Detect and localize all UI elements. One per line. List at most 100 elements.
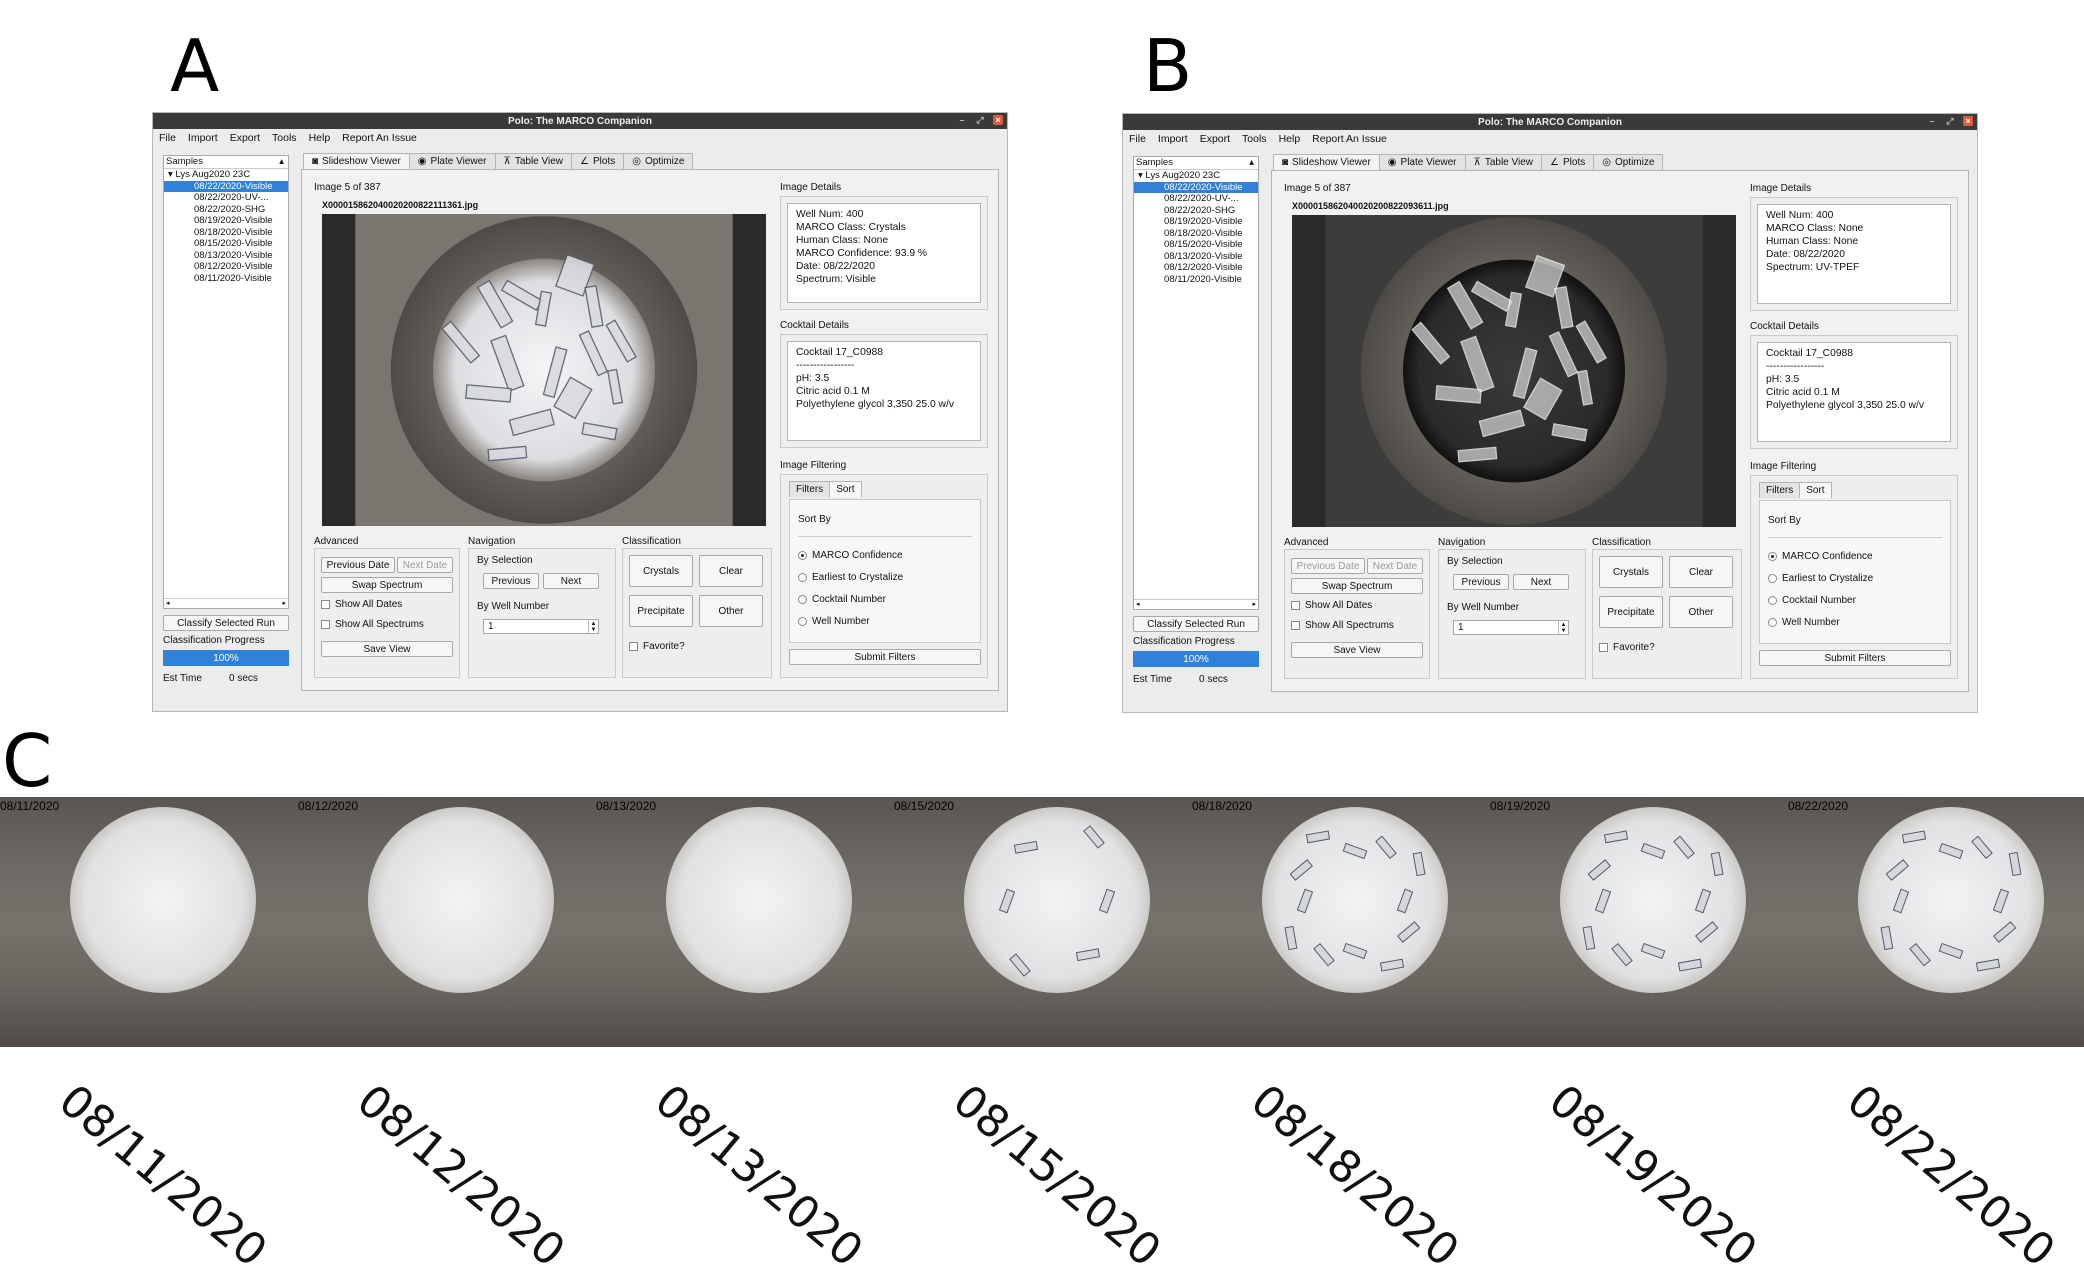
menu-import[interactable]: Import xyxy=(1157,133,1188,145)
save-view-button[interactable]: Save View xyxy=(321,641,453,657)
well-image[interactable] xyxy=(322,214,766,526)
sort-option[interactable]: Well Number xyxy=(798,616,870,627)
well-number-spinbox[interactable]: 1 ▲ ▼ xyxy=(483,619,599,634)
sort-option[interactable]: MARCO Confidence xyxy=(798,550,903,561)
submit-filters-button[interactable]: Submit Filters xyxy=(1759,650,1951,666)
spin-down-icon[interactable]: ▼ xyxy=(1560,627,1567,634)
menu-report-an-issue[interactable]: Report An Issue xyxy=(342,132,417,144)
tree-run-node[interactable]: ▾ Lys Aug2020 23C xyxy=(1138,170,1221,181)
menu-export[interactable]: Export xyxy=(1199,133,1231,145)
filter-tab-filters[interactable]: Filters xyxy=(789,481,831,497)
filter-tab-sort[interactable]: Sort xyxy=(1799,482,1832,498)
menu-help[interactable]: Help xyxy=(1278,133,1301,145)
clear-button[interactable]: Clear xyxy=(1669,556,1733,588)
minimize-icon[interactable]: – xyxy=(959,115,965,125)
show-all-spectrums-checkbox[interactable]: Show All Spectrums xyxy=(1291,620,1394,631)
menu-help[interactable]: Help xyxy=(308,132,331,144)
tree-run-item[interactable]: 08/22/2020-Visible xyxy=(164,180,288,192)
menu-file[interactable]: File xyxy=(1129,133,1146,145)
clear-button[interactable]: Clear xyxy=(699,555,763,587)
tab-plots[interactable]: ∠ Plots xyxy=(1541,154,1595,170)
sort-option[interactable]: MARCO Confidence xyxy=(1768,551,1873,562)
spin-arrows[interactable]: ▲ ▼ xyxy=(1558,621,1568,634)
spin-up-icon[interactable]: ▲ xyxy=(1560,621,1567,628)
tree-run-item[interactable]: 08/22/2020-Visible xyxy=(1134,181,1258,193)
tree-run-item[interactable]: 08/15/2020-Visible xyxy=(194,238,273,249)
next-date-button[interactable]: Next Date xyxy=(397,557,453,573)
sort-option[interactable]: Cocktail Number xyxy=(1768,595,1856,606)
save-view-button[interactable]: Save View xyxy=(1291,642,1423,658)
submit-filters-button[interactable]: Submit Filters xyxy=(789,649,981,665)
menu-export[interactable]: Export xyxy=(229,132,261,144)
tree-run-item[interactable]: 08/22/2020-SHG xyxy=(194,203,266,215)
tree-run-item[interactable]: 08/13/2020-Visible xyxy=(194,249,273,261)
scroll-right-icon[interactable]: ▸ xyxy=(282,600,286,607)
favorite-checkbox[interactable]: Favorite? xyxy=(629,641,685,652)
crystals-button[interactable]: Crystals xyxy=(1599,556,1663,588)
sort-option[interactable]: Earliest to Crystalize xyxy=(798,572,903,583)
show-all-dates-checkbox[interactable]: Show All Dates xyxy=(321,599,402,610)
well-image[interactable] xyxy=(1292,215,1736,527)
menu-file[interactable]: File xyxy=(159,132,176,144)
precipitate-button[interactable]: Precipitate xyxy=(629,595,693,627)
tab-table-view[interactable]: ⊼ Table View xyxy=(494,153,573,169)
show-all-spectrums-checkbox[interactable]: Show All Spectrums xyxy=(321,619,424,630)
previous-date-button[interactable]: Previous Date xyxy=(1291,558,1365,574)
spin-arrows[interactable]: ▲ ▼ xyxy=(588,620,598,633)
maximize-icon[interactable]: ⤢ xyxy=(1946,116,1954,126)
samples-header[interactable]: Samples ▴ xyxy=(164,156,288,169)
well-number-spinbox[interactable]: 1 ▲ ▼ xyxy=(1453,620,1569,635)
tree-run-item[interactable]: 08/12/2020-Visible xyxy=(1164,262,1243,273)
next-button[interactable]: Next xyxy=(543,573,599,589)
next-date-button[interactable]: Next Date xyxy=(1367,558,1423,574)
maximize-icon[interactable]: ⤢ xyxy=(976,115,984,125)
scroll-left-icon[interactable]: ◂ xyxy=(166,600,170,607)
spin-down-icon[interactable]: ▼ xyxy=(590,626,597,633)
menu-import[interactable]: Import xyxy=(187,132,218,144)
other-button[interactable]: Other xyxy=(1669,596,1733,628)
samples-header[interactable]: Samples ▴ xyxy=(1134,157,1258,170)
scroll-left-icon[interactable]: ◂ xyxy=(1136,601,1140,608)
tree-horizontal-scrollbar[interactable]: ◂ ▸ xyxy=(1134,599,1258,609)
scroll-right-icon[interactable]: ▸ xyxy=(1252,601,1256,608)
tree-run-item[interactable]: 08/22/2020-UV-... xyxy=(1164,193,1239,204)
tab-plate-viewer[interactable]: ◉ Plate Viewer xyxy=(1378,154,1466,170)
other-button[interactable]: Other xyxy=(699,595,763,627)
tree-run-item[interactable]: 08/18/2020-Visible xyxy=(1164,227,1243,239)
sort-option[interactable]: Well Number xyxy=(1768,617,1840,628)
tree-run-item[interactable]: 08/11/2020-Visible xyxy=(194,272,272,284)
samples-tree[interactable]: Samples ▴ ▾ Lys Aug2020 23C 08/22/2020-Visi… xyxy=(1133,156,1259,610)
close-icon[interactable]: × xyxy=(993,115,1003,125)
tree-run-item[interactable]: 08/22/2020-SHG xyxy=(1164,204,1236,216)
next-button[interactable]: Next xyxy=(1513,574,1569,590)
previous-date-button[interactable]: Previous Date xyxy=(321,557,395,573)
spin-up-icon[interactable]: ▲ xyxy=(590,620,597,627)
tab-plots[interactable]: ∠ Plots xyxy=(571,153,625,169)
tree-run-item[interactable]: 08/19/2020-Visible xyxy=(1164,216,1243,227)
classify-selected-run-button[interactable]: Classify Selected Run xyxy=(1133,616,1259,632)
tab-optimize[interactable]: ◎ Optimize xyxy=(623,153,694,169)
minimize-icon[interactable]: – xyxy=(1929,116,1935,126)
precipitate-button[interactable]: Precipitate xyxy=(1599,596,1663,628)
filter-tab-filters[interactable]: Filters xyxy=(1759,482,1801,498)
swap-spectrum-button[interactable]: Swap Spectrum xyxy=(1291,578,1423,594)
sort-option[interactable]: Cocktail Number xyxy=(798,594,886,605)
crystals-button[interactable]: Crystals xyxy=(629,555,693,587)
tab-plate-viewer[interactable]: ◉ Plate Viewer xyxy=(408,153,496,169)
tree-run-item[interactable]: 08/11/2020-Visible xyxy=(1164,273,1242,285)
tab-slideshow-viewer[interactable]: ◙ Slideshow Viewer xyxy=(303,153,410,169)
swap-spectrum-button[interactable]: Swap Spectrum xyxy=(321,577,453,593)
menu-report-an-issue[interactable]: Report An Issue xyxy=(1312,133,1387,145)
filter-tab-sort[interactable]: Sort xyxy=(829,481,862,497)
menu-tools[interactable]: Tools xyxy=(272,132,297,144)
classify-selected-run-button[interactable]: Classify Selected Run xyxy=(163,615,289,631)
sort-option[interactable]: Earliest to Crystalize xyxy=(1768,573,1873,584)
tree-run-item[interactable]: 08/15/2020-Visible xyxy=(1164,239,1243,250)
tab-table-view[interactable]: ⊼ Table View xyxy=(1464,154,1543,170)
tree-run-item[interactable]: 08/12/2020-Visible xyxy=(194,261,273,272)
close-icon[interactable]: × xyxy=(1963,116,1973,126)
previous-button[interactable]: Previous xyxy=(1453,574,1509,590)
samples-tree[interactable]: Samples ▴ ▾ Lys Aug2020 23C 08/22/2020-Visi… xyxy=(163,155,289,609)
tree-run-item[interactable]: 08/18/2020-Visible xyxy=(194,226,273,238)
show-all-dates-checkbox[interactable]: Show All Dates xyxy=(1291,600,1372,611)
